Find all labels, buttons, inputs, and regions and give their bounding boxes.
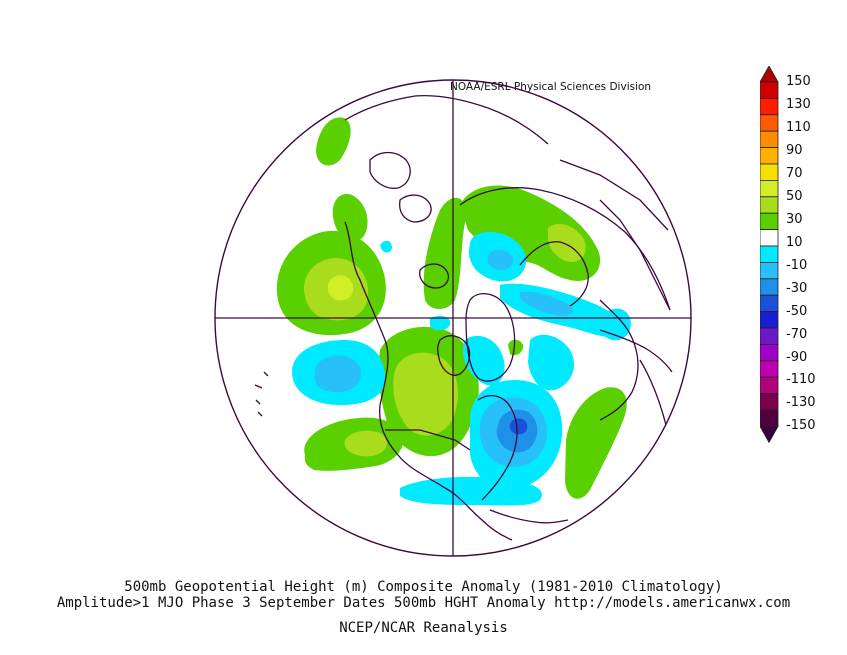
caption-line-3: NCEP/NCAR Reanalysis <box>339 620 508 636</box>
anomaly-negative-greenland <box>528 334 575 391</box>
coast-arctic-islands-3 <box>398 194 432 223</box>
coast-hudson-bay <box>437 335 471 376</box>
coast-arctic-islands <box>419 263 450 289</box>
anomaly-positive-atlantic <box>565 387 627 499</box>
colorbar-tick-label: 30 <box>786 211 803 227</box>
colorbar-bottom-arrow <box>759 425 779 444</box>
coast-political-1 <box>599 199 671 311</box>
caption-line-2: Amplitude>1 MJO Phase 3 September Dates … <box>56 595 791 611</box>
coast-us-border <box>385 429 471 451</box>
caption-line-1: 500mb Geopotential Height (m) Composite … <box>124 579 723 595</box>
anomaly-positive-arctic-small <box>508 339 524 356</box>
colorbar-tick-label: -90 <box>786 349 808 365</box>
anomaly-positive-arctic <box>423 197 466 309</box>
anomaly-positive-canada-core <box>393 352 458 436</box>
colorbar-swatch <box>759 409 779 427</box>
anomaly-shading <box>276 117 631 506</box>
colorbar-tick-label: -130 <box>786 395 816 411</box>
coastlines <box>254 94 673 541</box>
anomaly-positive-eurasia-core <box>548 223 586 262</box>
colorbar-tick-label: -150 <box>786 418 816 434</box>
colorbar-swatch <box>759 343 779 362</box>
colorbar-swatch <box>759 196 779 214</box>
colorbar-swatch <box>759 376 779 395</box>
colorbar-swatch <box>759 114 779 132</box>
anomaly-negative-arctic-small <box>430 316 451 331</box>
coast-northamerica <box>344 221 513 541</box>
coast-eastcanada <box>477 395 518 501</box>
colorbar-tick-label: 50 <box>786 188 803 204</box>
anomaly-positive-bering <box>332 194 368 241</box>
credit-text: NOAA/ESRL Physical Sciences Division <box>450 81 652 93</box>
coast-aleutians <box>254 371 269 417</box>
anomaly-negative-kamchatka <box>380 240 392 253</box>
colorbar-top-arrow <box>759 65 779 83</box>
colorbar-tick-label: -50 <box>786 303 808 319</box>
colorbar-swatch <box>759 245 779 263</box>
map-border <box>214 79 692 557</box>
anomaly-negative-barents-core <box>520 291 574 316</box>
colorbar-swatch <box>759 130 779 148</box>
colorbar-swatch <box>759 180 779 198</box>
coast-political-2 <box>559 159 669 231</box>
anomaly-negative-eastcanada-min <box>509 418 528 435</box>
colorbar-swatch <box>759 98 779 116</box>
anomaly-negative-eastus-band <box>400 476 542 506</box>
colorbar-swatches <box>759 65 779 444</box>
colorbar-tick-label: 130 <box>786 96 811 112</box>
coast-siberia <box>344 94 549 145</box>
coast-scandinavia <box>519 241 589 307</box>
colorbar-swatch <box>759 163 779 181</box>
colorbar-tick-label: -110 <box>786 372 816 388</box>
colorbar-tick-label: -70 <box>786 326 808 342</box>
colorbar-swatch <box>759 147 779 165</box>
colorbar-swatch <box>759 360 779 378</box>
colorbar-swatch <box>759 278 779 296</box>
colorbar-swatch <box>759 212 779 230</box>
colorbar-tick-label: 70 <box>786 165 803 181</box>
coast-arctic-islands-2 <box>369 151 411 189</box>
colorbar-swatch <box>759 261 779 280</box>
anomaly-negative-pacific-core <box>314 355 362 393</box>
colorbar-tick-label: 90 <box>786 142 803 158</box>
colorbar-legend: 150 130 110 90 70 50 30 10 -10 -30 -50 -70 -90 -110 -1… <box>759 65 845 586</box>
coast-caribbean <box>489 509 569 524</box>
colorbar-swatch <box>759 81 779 99</box>
colorbar-tick-label: 110 <box>786 119 811 135</box>
coast-africa <box>639 359 667 426</box>
coast-mediterranean <box>599 329 673 373</box>
colorbar-tick-label: 10 <box>786 234 803 250</box>
colorbar-swatch <box>759 311 779 329</box>
colorbar-tick-label: 150 <box>786 74 811 89</box>
anomaly-negative-arctic-small-2 <box>470 353 487 369</box>
anomaly-negative-arctic-core <box>487 249 514 271</box>
colorbar-tick-label: -30 <box>786 280 808 296</box>
anomaly-positive-pacific-max <box>327 275 354 301</box>
colorbar-swatch <box>759 327 779 345</box>
anomaly-positive-siberia <box>316 117 351 166</box>
colorbar-tick-label: -10 <box>786 257 808 273</box>
coast-eurasia <box>459 187 671 311</box>
anomaly-positive-nepac-core <box>344 430 387 457</box>
colorbar-swatch <box>759 393 779 411</box>
colorbar-swatch <box>759 229 779 247</box>
colorbar-swatch <box>759 294 779 312</box>
